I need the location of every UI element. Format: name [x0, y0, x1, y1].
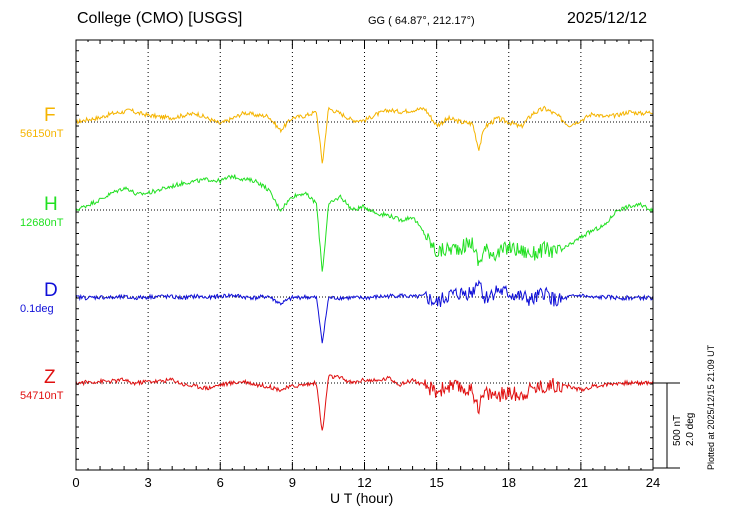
component-baseline-f: 56150nT [20, 128, 64, 140]
x-tick-label: 0 [72, 475, 80, 490]
axes-frame [75, 39, 680, 471]
component-label-h: H [44, 194, 58, 215]
series-layer [75, 105, 654, 431]
plotted-timestamp: Plotted at 2025/12/15 21:09 UT [706, 344, 716, 470]
series-h-line [75, 174, 654, 272]
x-tick-label: 15 [429, 475, 444, 490]
x-axis-label: U T (hour) [330, 490, 394, 506]
x-tick-label: 12 [357, 475, 372, 490]
component-label-z: Z [44, 367, 56, 388]
series-f-line [75, 105, 654, 164]
x-tick-label: 9 [288, 475, 296, 490]
series-z-line [75, 374, 654, 431]
plot-date: 2025/12/12 [567, 10, 648, 27]
component-label-f: F [44, 105, 56, 126]
x-tick-label: 3 [144, 475, 152, 490]
component-label-d: D [44, 280, 58, 301]
series-d-line [75, 279, 654, 344]
component-baseline-d: 0.1deg [20, 303, 54, 315]
component-baseline-z: 54710nT [20, 390, 64, 402]
x-tick-label: 18 [501, 475, 516, 490]
grid [76, 40, 653, 470]
scale-bar-nt-label: 500 nT [672, 414, 683, 446]
scale-bar-deg-label: 2.0 deg [685, 412, 696, 446]
component-baseline-h: 12680nT [20, 217, 64, 229]
x-tick-label: 6 [216, 475, 224, 490]
x-tick-label: 21 [573, 475, 589, 490]
x-tick-label: 24 [645, 475, 661, 490]
geographic-coords: GG ( 64.87°, 212.17°) [368, 15, 475, 27]
station-title: College (CMO) [USGS] [77, 10, 243, 27]
